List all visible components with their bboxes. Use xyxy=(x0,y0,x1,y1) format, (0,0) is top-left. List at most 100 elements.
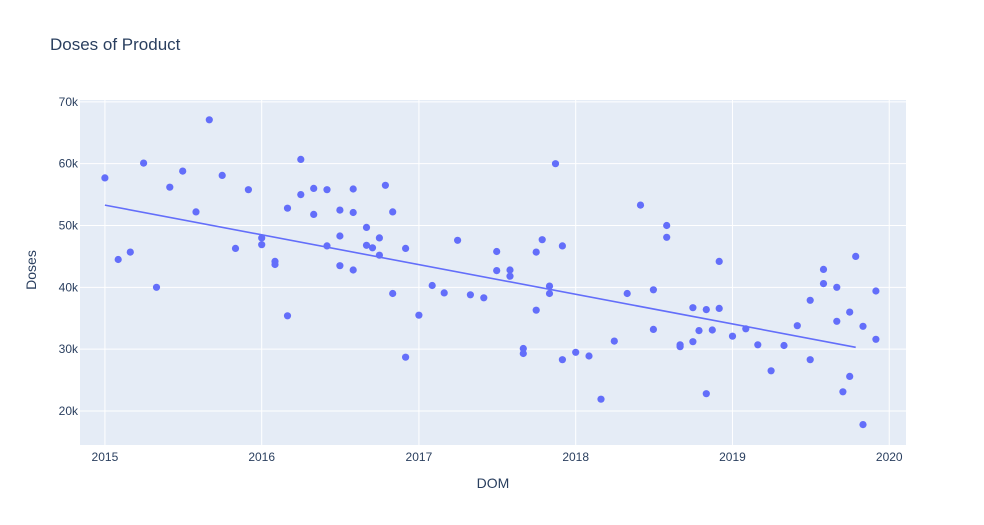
data-point xyxy=(140,159,148,167)
data-point xyxy=(349,208,357,217)
data-point xyxy=(663,233,671,241)
data-point xyxy=(538,236,546,244)
data-point xyxy=(402,244,410,252)
data-point xyxy=(310,184,318,192)
data-point xyxy=(819,280,828,288)
data-point xyxy=(166,183,174,191)
data-point xyxy=(767,367,775,375)
data-point xyxy=(702,306,710,314)
data-point xyxy=(754,341,762,349)
x-tick-label: 2016 xyxy=(248,450,275,464)
x-tick-label: 2015 xyxy=(92,450,119,464)
data-point xyxy=(663,221,671,230)
y-tick-label: 40k xyxy=(59,280,79,294)
data-point xyxy=(806,356,814,364)
data-point xyxy=(572,348,580,356)
data-point xyxy=(389,208,397,216)
data-point xyxy=(218,171,226,179)
data-point xyxy=(610,337,618,345)
chart-title: Doses of Product xyxy=(50,35,181,54)
data-point xyxy=(623,289,631,298)
grid-lines xyxy=(80,100,906,445)
data-point xyxy=(493,267,501,275)
data-point xyxy=(649,286,658,294)
data-point xyxy=(205,116,213,124)
data-point xyxy=(389,289,397,298)
data-point xyxy=(649,325,658,333)
data-point xyxy=(859,322,867,330)
data-point xyxy=(558,356,567,364)
data-point xyxy=(258,234,266,242)
data-point xyxy=(381,181,389,189)
data-point xyxy=(702,390,710,398)
x-tick-label: 2017 xyxy=(406,450,433,464)
y-tick-label: 30k xyxy=(59,342,79,356)
data-point xyxy=(114,255,122,264)
data-point xyxy=(708,326,716,334)
data-point xyxy=(793,322,801,330)
data-point xyxy=(283,312,292,320)
data-point xyxy=(819,265,828,273)
x-tick-label: 2020 xyxy=(876,450,903,464)
data-point xyxy=(336,262,344,270)
data-point xyxy=(126,248,134,256)
x-tick-label: 2019 xyxy=(719,450,746,464)
data-point xyxy=(519,349,527,358)
trendline-layer xyxy=(104,204,856,349)
data-point xyxy=(695,327,703,335)
data-point xyxy=(297,155,305,163)
data-point xyxy=(231,244,240,252)
data-point xyxy=(493,247,501,256)
data-point xyxy=(440,289,448,297)
trendline xyxy=(104,204,856,349)
data-point xyxy=(532,248,540,256)
data-point xyxy=(336,232,344,240)
data-point xyxy=(728,332,737,340)
data-point xyxy=(283,204,292,212)
x-axis-title: DOM xyxy=(477,475,510,491)
data-point xyxy=(362,223,371,231)
data-point xyxy=(506,266,514,274)
data-point xyxy=(454,236,462,244)
data-point xyxy=(833,317,841,325)
data-point xyxy=(715,257,723,265)
y-tick-label: 60k xyxy=(59,157,79,171)
data-point xyxy=(297,191,305,199)
data-point xyxy=(323,242,331,250)
data-point xyxy=(179,167,187,175)
data-point xyxy=(271,257,279,265)
data-point xyxy=(466,291,474,299)
data-point xyxy=(689,338,697,346)
data-point xyxy=(506,272,514,280)
y-tick-label: 70k xyxy=(59,95,79,109)
data-point xyxy=(101,174,109,182)
data-point xyxy=(152,283,161,291)
plot-area xyxy=(80,100,906,445)
data-point xyxy=(839,388,847,396)
data-point xyxy=(368,244,377,252)
data-point xyxy=(545,282,554,290)
data-point xyxy=(532,306,540,314)
data-point xyxy=(310,210,318,218)
y-axis-title: Doses xyxy=(23,250,39,290)
data-point xyxy=(852,252,860,260)
data-point xyxy=(258,241,266,249)
data-point xyxy=(833,283,841,291)
data-point xyxy=(689,304,697,312)
data-point xyxy=(545,289,554,298)
data-point xyxy=(780,341,788,350)
y-tick-label: 50k xyxy=(59,219,79,233)
data-point xyxy=(676,343,684,351)
data-point xyxy=(636,201,645,209)
data-point xyxy=(519,344,527,353)
data-point xyxy=(480,294,488,302)
data-point xyxy=(846,372,854,380)
data-point xyxy=(597,395,605,403)
data-point xyxy=(192,208,200,216)
data-point xyxy=(375,234,383,242)
data-point xyxy=(428,281,436,290)
data-point xyxy=(362,241,371,249)
data-point xyxy=(742,325,750,333)
data-point xyxy=(558,242,567,250)
